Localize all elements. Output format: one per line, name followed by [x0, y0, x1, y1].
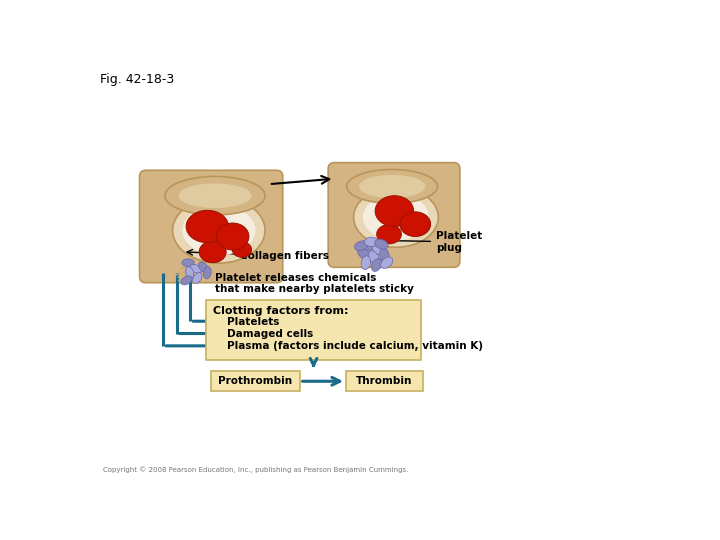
Ellipse shape	[181, 276, 192, 285]
Ellipse shape	[372, 259, 382, 272]
Ellipse shape	[354, 187, 438, 247]
Ellipse shape	[182, 205, 256, 255]
Ellipse shape	[199, 241, 226, 262]
Ellipse shape	[199, 262, 208, 273]
Ellipse shape	[186, 267, 194, 279]
Ellipse shape	[354, 241, 368, 251]
Ellipse shape	[379, 248, 389, 262]
Ellipse shape	[374, 239, 388, 249]
Ellipse shape	[372, 245, 386, 254]
FancyBboxPatch shape	[211, 372, 300, 392]
Text: Copyright © 2008 Pearson Education, Inc., publishing as Pearson Benjamin Cumming: Copyright © 2008 Pearson Education, Inc.…	[104, 466, 409, 473]
Ellipse shape	[358, 248, 369, 259]
Ellipse shape	[400, 212, 431, 237]
Ellipse shape	[173, 198, 265, 263]
Ellipse shape	[369, 251, 379, 264]
Ellipse shape	[203, 267, 211, 279]
FancyBboxPatch shape	[140, 170, 283, 283]
Ellipse shape	[217, 223, 249, 250]
Ellipse shape	[377, 225, 401, 244]
Ellipse shape	[190, 265, 202, 273]
Text: Prothrombin: Prothrombin	[218, 376, 292, 386]
Ellipse shape	[359, 175, 426, 198]
Text: Collagen fibers: Collagen fibers	[187, 249, 328, 261]
Ellipse shape	[233, 242, 251, 257]
Ellipse shape	[363, 194, 429, 240]
Text: Fig. 42-18-3: Fig. 42-18-3	[99, 72, 174, 85]
Ellipse shape	[364, 237, 378, 247]
Text: Damaged cells: Damaged cells	[228, 329, 314, 339]
Ellipse shape	[346, 170, 438, 204]
Ellipse shape	[186, 210, 228, 242]
Ellipse shape	[165, 177, 265, 215]
Ellipse shape	[179, 184, 251, 208]
Text: Thrombin: Thrombin	[356, 376, 413, 386]
Ellipse shape	[361, 256, 371, 269]
Ellipse shape	[192, 273, 202, 284]
Ellipse shape	[362, 241, 376, 251]
FancyBboxPatch shape	[346, 372, 423, 392]
Text: Clotting factors from:: Clotting factors from:	[213, 306, 349, 316]
FancyBboxPatch shape	[206, 300, 421, 360]
Text: Platelet releases chemicals
that make nearby platelets sticky: Platelet releases chemicals that make ne…	[215, 273, 414, 294]
Text: Plasma (factors include calcium, vitamin K): Plasma (factors include calcium, vitamin…	[228, 341, 483, 351]
Text: Platelets: Platelets	[228, 316, 279, 327]
Ellipse shape	[381, 257, 393, 268]
FancyBboxPatch shape	[328, 163, 460, 267]
Text: Platelet
plug: Platelet plug	[379, 231, 482, 253]
Ellipse shape	[375, 195, 414, 226]
Ellipse shape	[182, 259, 194, 267]
